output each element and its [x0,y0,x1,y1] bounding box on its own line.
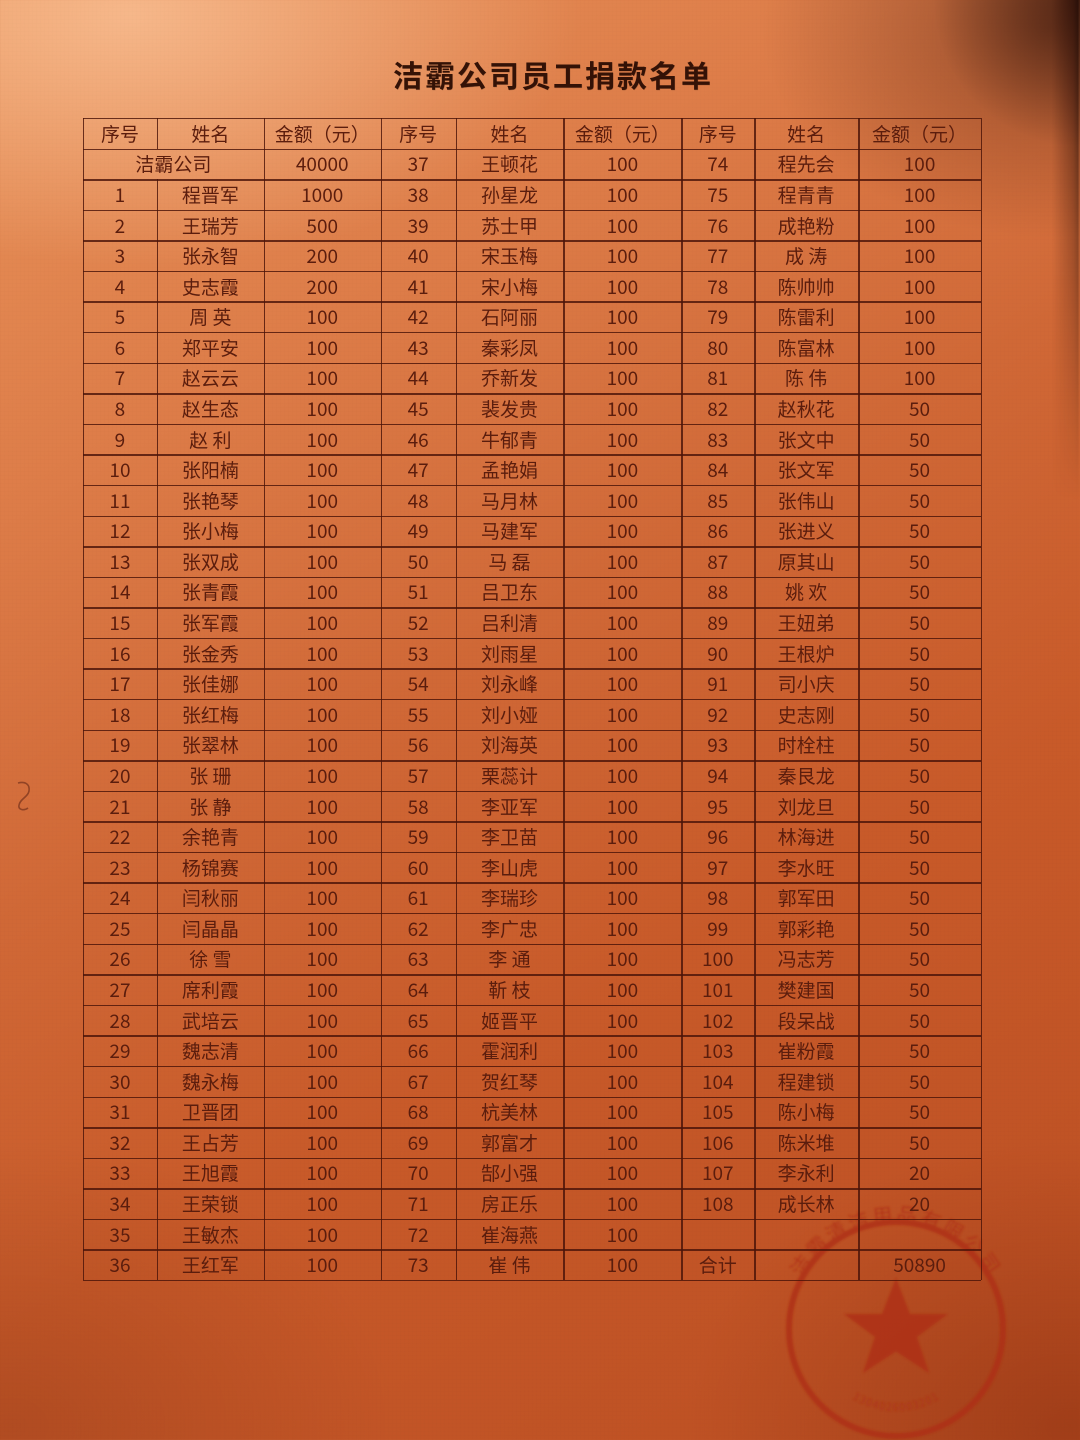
svg-text:1304026003201: 1304026003201 [850,1388,942,1415]
